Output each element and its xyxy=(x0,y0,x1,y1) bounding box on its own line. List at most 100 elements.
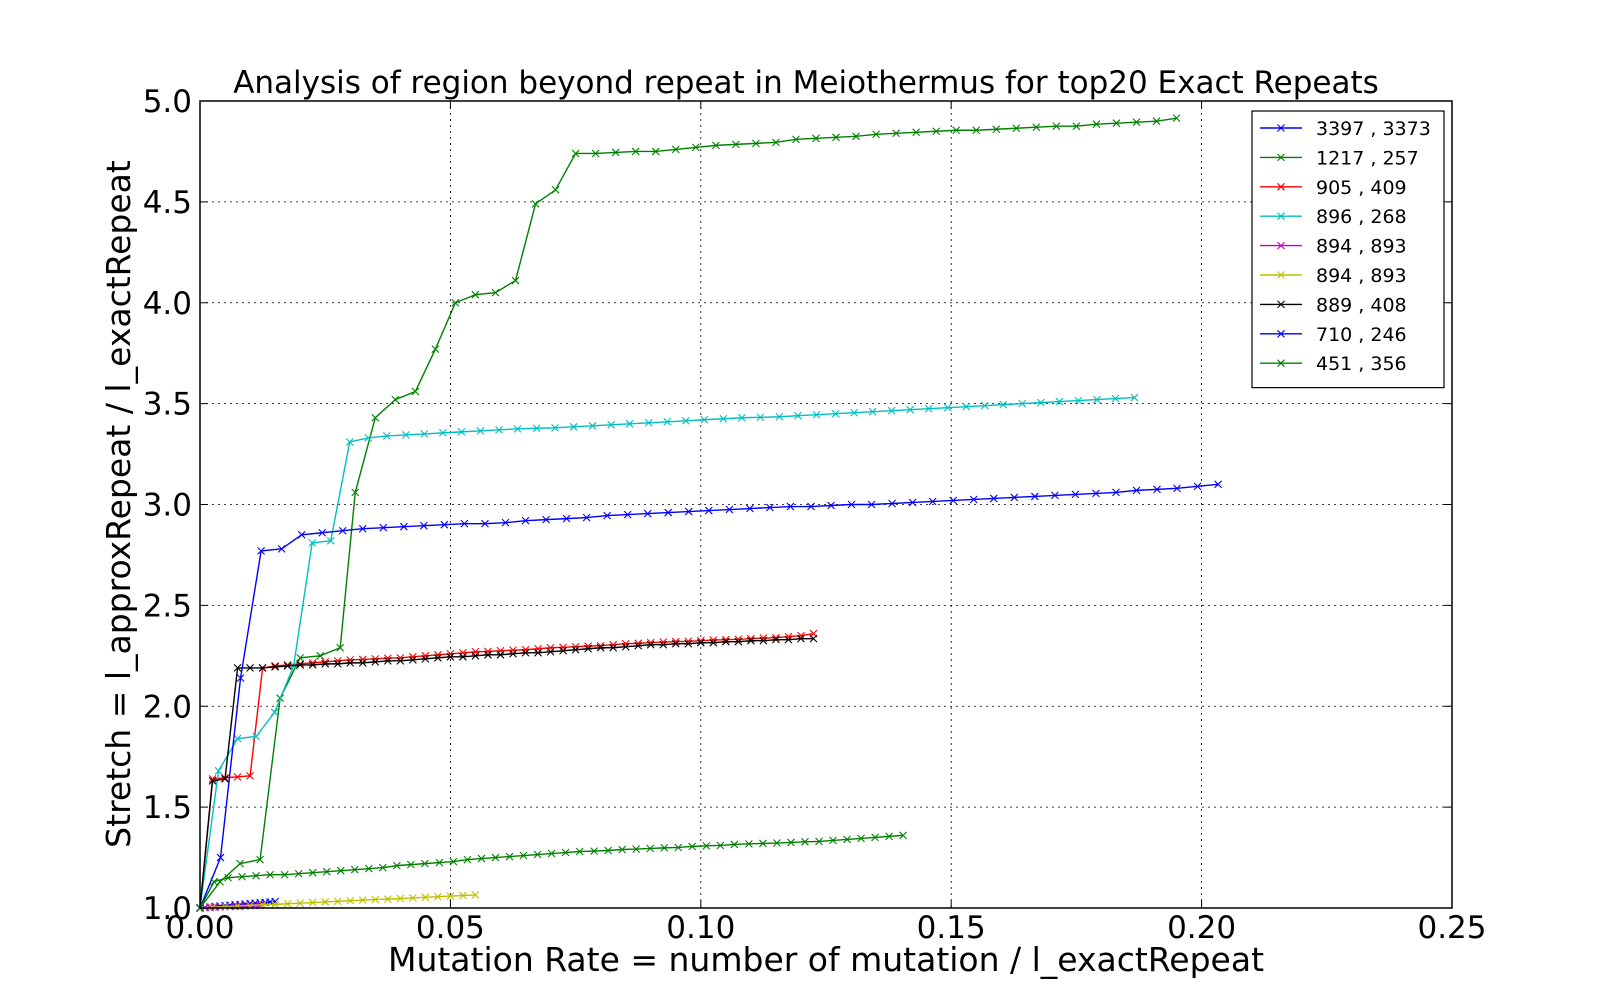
data-point xyxy=(618,845,627,854)
data-point xyxy=(588,421,597,430)
data-point xyxy=(216,853,225,862)
legend-label: 1217 , 257 xyxy=(1316,147,1419,169)
data-point xyxy=(850,408,858,417)
legend-swatch-marker xyxy=(1277,241,1285,250)
data-point xyxy=(773,839,781,847)
data-point xyxy=(383,656,392,665)
series-9 xyxy=(196,831,908,912)
series-7 xyxy=(196,634,818,912)
legend-item: 1217 , 257 xyxy=(1260,147,1419,169)
y-tick-label: 5.0 xyxy=(143,84,192,120)
data-point xyxy=(257,547,265,555)
data-point xyxy=(700,415,709,424)
legend-swatch-marker xyxy=(1277,300,1285,309)
data-point xyxy=(238,872,246,881)
data-point xyxy=(318,528,327,537)
data-point xyxy=(336,643,345,652)
data-point xyxy=(989,494,998,503)
data-point xyxy=(559,643,567,652)
data-point xyxy=(674,843,683,852)
data-point xyxy=(1153,485,1161,494)
y-tick-label: 3.0 xyxy=(143,488,192,524)
data-point xyxy=(734,637,743,646)
data-point xyxy=(358,658,367,667)
data-point xyxy=(446,892,455,900)
series-layer xyxy=(196,114,1223,912)
legend-swatch-marker xyxy=(1277,153,1285,162)
data-point xyxy=(505,852,514,861)
data-point xyxy=(1152,117,1161,126)
data-point xyxy=(751,139,760,148)
data-point xyxy=(546,647,555,656)
data-point xyxy=(643,509,652,518)
data-point xyxy=(681,416,690,425)
legend-swatch-marker xyxy=(1277,212,1285,221)
data-point xyxy=(421,893,430,902)
data-point xyxy=(569,422,578,431)
legend-swatch-marker xyxy=(1277,124,1285,132)
data-point xyxy=(408,894,417,902)
data-point xyxy=(731,140,740,149)
data-point xyxy=(952,126,961,135)
data-point xyxy=(899,831,908,840)
data-point xyxy=(421,654,430,663)
data-point xyxy=(371,895,380,904)
series-8 xyxy=(196,480,1223,912)
data-point xyxy=(644,418,653,427)
data-point xyxy=(296,659,305,668)
data-point xyxy=(333,659,342,668)
legend-item: 3397 , 3373 xyxy=(1260,118,1431,140)
data-point xyxy=(792,135,800,144)
data-point xyxy=(815,837,823,846)
data-point xyxy=(992,125,1001,134)
data-point xyxy=(521,516,530,525)
data-point xyxy=(737,413,746,422)
data-point xyxy=(392,861,401,870)
data-point xyxy=(484,647,492,656)
data-point xyxy=(346,658,355,667)
data-point xyxy=(1074,396,1083,405)
data-point xyxy=(1052,122,1061,131)
x-tick-label: 0.15 xyxy=(917,910,986,946)
data-point xyxy=(912,128,921,137)
legend-swatch-marker xyxy=(1277,182,1285,191)
data-point xyxy=(308,661,317,669)
data-point xyxy=(358,524,367,533)
data-point xyxy=(719,414,728,423)
data-point xyxy=(744,839,753,848)
data-point xyxy=(906,405,915,414)
data-point xyxy=(1173,484,1181,493)
data-point xyxy=(663,417,672,426)
data-point xyxy=(316,651,325,660)
data-point xyxy=(383,895,392,904)
legend-item: 710 , 246 xyxy=(1260,324,1407,346)
axis-ticks: 0.00 0.05 0.10 0.15 0.20 0.25 1.0 1.5 2.0 2.5 3.0 3… xyxy=(143,84,1487,946)
legend-label: 889 , 408 xyxy=(1316,294,1407,316)
data-point xyxy=(294,869,303,878)
grid-lines xyxy=(200,101,1452,908)
data-point xyxy=(382,432,391,440)
data-point xyxy=(908,498,917,507)
data-point xyxy=(721,637,730,646)
data-point xyxy=(932,127,941,136)
data-point xyxy=(296,661,305,669)
legend-label: 451 , 356 xyxy=(1316,353,1407,375)
data-point xyxy=(378,863,387,872)
data-point xyxy=(420,859,429,868)
data-point xyxy=(972,126,981,135)
data-point xyxy=(659,640,668,649)
data-point xyxy=(449,857,458,866)
data-point xyxy=(496,650,505,659)
data-point xyxy=(308,868,317,877)
data-point xyxy=(943,403,952,412)
data-point xyxy=(787,838,795,847)
data-point xyxy=(371,657,380,666)
data-point xyxy=(233,772,242,781)
data-point xyxy=(1130,393,1139,402)
data-point xyxy=(308,538,317,547)
data-point xyxy=(236,859,244,868)
data-point xyxy=(962,402,971,411)
data-point xyxy=(459,891,467,900)
data-point xyxy=(829,836,837,845)
